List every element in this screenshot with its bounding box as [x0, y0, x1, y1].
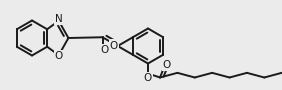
Text: O: O: [100, 45, 108, 55]
Text: O: O: [110, 40, 118, 50]
Text: O: O: [55, 51, 63, 61]
Text: N: N: [55, 14, 63, 24]
Text: O: O: [163, 59, 171, 69]
Text: O: O: [144, 73, 152, 83]
